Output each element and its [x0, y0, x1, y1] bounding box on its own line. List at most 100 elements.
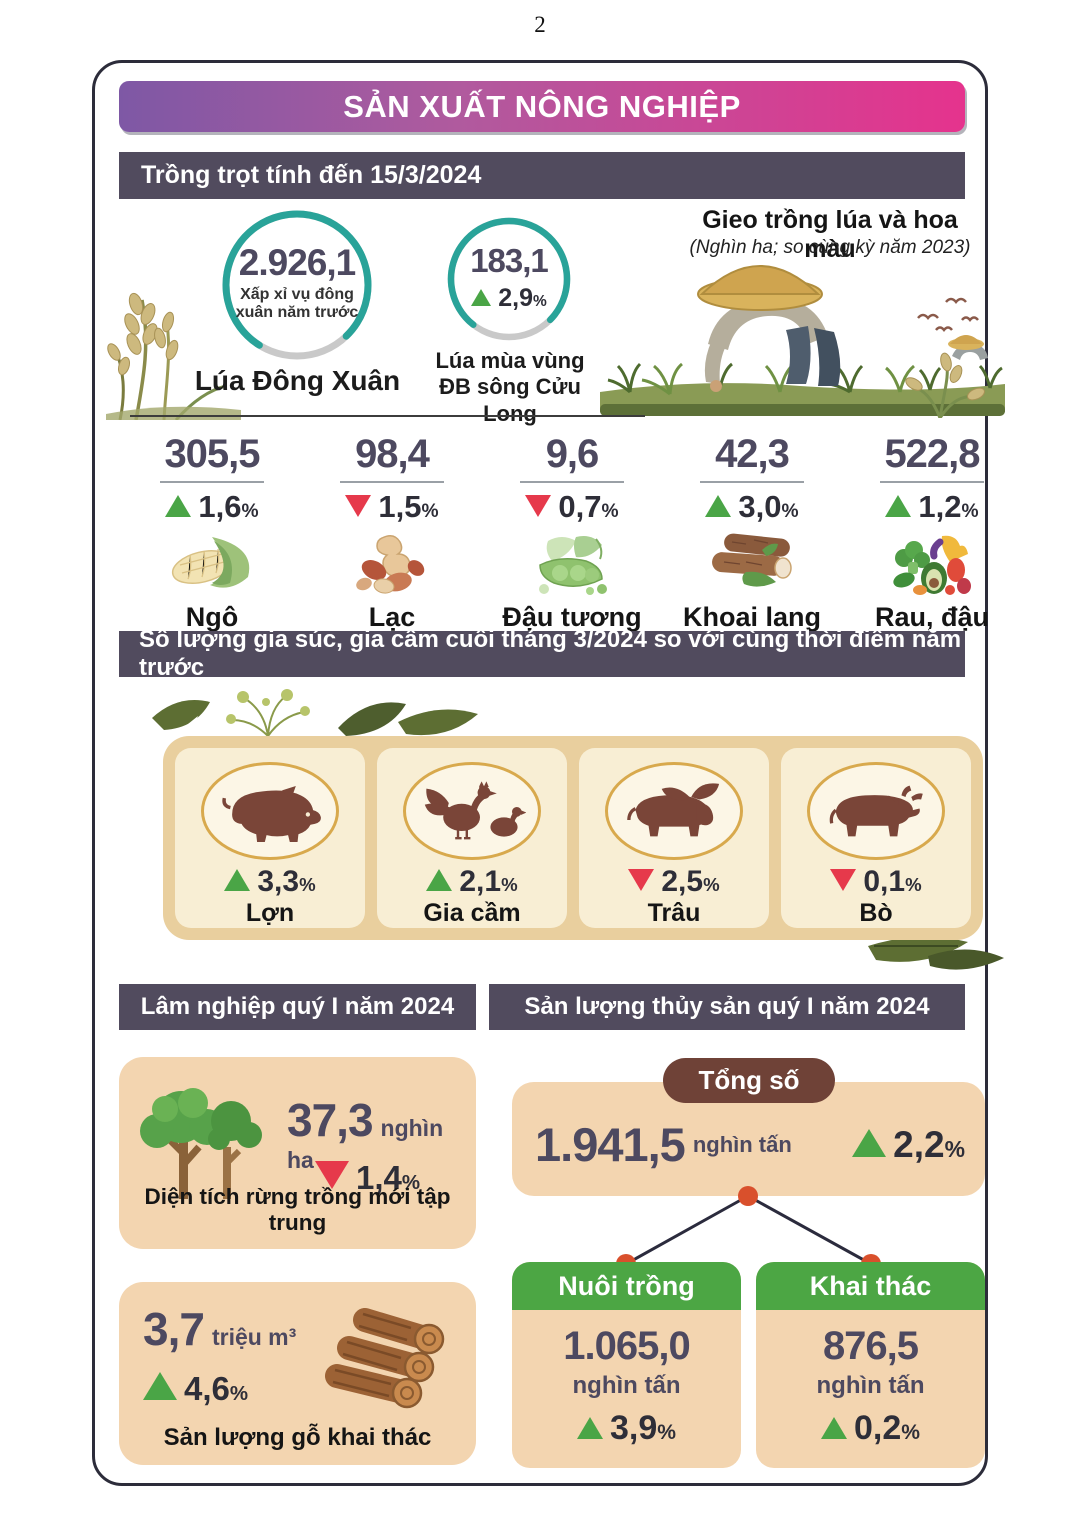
trend-icon [165, 495, 192, 517]
livestock-change: 2,5% [579, 866, 769, 898]
forestry-change: 4,6% [143, 1370, 248, 1408]
fishery-card-change: 3,9% [512, 1409, 741, 1448]
chart-title: Gieo trồng lúa và hoa màu [702, 206, 958, 263]
crop-change: 1,5% [302, 490, 482, 524]
peanut-icon [356, 535, 425, 594]
connector-lines [616, 1186, 881, 1272]
fishery-card-nuoi-trong: Nuôi trồng 1.065,0 nghìn tấn 3,9% [512, 1262, 741, 1468]
livestock-card-trau: 2,5% Trâu [579, 748, 769, 928]
livestock-change: 2,1% [377, 866, 567, 898]
trend-icon [315, 1161, 349, 1189]
crop-value: 9,6 [545, 432, 600, 476]
rice-stat-mua-cuu-long: 183,1 2,9% [446, 216, 572, 342]
rice-label: Lúa mùa vùng ĐB sông Cửu Long [435, 348, 585, 426]
fishery-card-value: 876,5 [822, 1324, 919, 1368]
trend-icon [576, 1417, 603, 1439]
trend-icon [705, 495, 732, 517]
rice-value: 2.926,1 [238, 242, 356, 283]
livestock-name: Gia cầm [423, 899, 521, 927]
animal-badge [201, 762, 339, 860]
fishery-card-title: Khai thác [756, 1262, 985, 1310]
logs-icon [325, 1308, 445, 1409]
pig-icon [222, 786, 321, 842]
divider [880, 481, 984, 483]
trend-icon [471, 289, 492, 306]
corn-icon [171, 537, 250, 588]
crop-change: 1,2% [842, 490, 1022, 524]
trend-icon [345, 495, 372, 517]
fishery-total-pill: Tổng số [663, 1058, 835, 1103]
crop-name: Đậu tương [502, 602, 642, 632]
rice-note: Xấp xỉ vụ đông xuân năm trước [235, 286, 359, 322]
sweet-potato-icon [712, 533, 792, 587]
fishery-card-khai-thac: Khai thác 876,5 nghìn tấn 0,2% [756, 1262, 985, 1468]
trend-icon [426, 869, 453, 891]
crop-value: 98,4 [355, 432, 430, 476]
livestock-card-gia-cam: 2,1% Gia cầm [377, 748, 567, 928]
rice-plant-illustration [905, 352, 985, 418]
crop-stat-dau-tuong: 9,6 0,7% Đậu tương [482, 434, 662, 633]
crop-stat-ngo: 305,5 1,6% Ngô [122, 434, 302, 633]
rice-stat-dong-xuan: 2.926,1 Xấp xỉ vụ đông xuân năm trước [220, 208, 374, 362]
divider [160, 481, 264, 483]
buffalo-icon [627, 783, 720, 837]
animal-badge [403, 762, 541, 860]
poultry-icon [424, 781, 526, 840]
crop-value: 305,5 [164, 432, 260, 476]
forestry-value-row: 3,7 triệu m³ [143, 1302, 296, 1356]
soybean-icon [539, 536, 607, 595]
vegetables-icon [893, 535, 971, 595]
forestry-label: Diện tích rừng trồng mới tập trung [144, 1184, 451, 1235]
livestock-card-lon: 3,3% Lợn [175, 748, 365, 928]
crop-stat-khoai-lang: 42,3 3,0% Khoai lang [662, 434, 842, 633]
forestry-value: 37,3 [287, 1094, 374, 1146]
chart-subtitle: (Nghìn ha; so cùng kỳ năm 2023) [689, 237, 971, 258]
livestock-change: 0,1% [781, 866, 971, 898]
progress-ring-icon [447, 217, 571, 341]
forestry-card-rung-trong: 37,3 nghìn ha 1,4% Diện tích rừng trồng m… [119, 1057, 476, 1249]
livestock-card-bo: 0,1% Bò [781, 748, 971, 928]
trend-icon [143, 1372, 177, 1400]
section-header-planting: Trồng trọt tính đến 15/3/2024 [119, 152, 965, 199]
cow-icon [829, 785, 923, 837]
forestry-value-row: 37,3 nghìn ha [287, 1093, 476, 1174]
fishery-total-value: 1.941,5 [535, 1118, 686, 1171]
livestock-change: 3,3% [175, 866, 365, 898]
crop-name: Lạc [368, 602, 416, 632]
livestock-panel: 3,3% Lợn [163, 736, 983, 940]
livestock-name: Bò [859, 899, 893, 927]
crop-name: Ngô [185, 602, 239, 632]
crop-stat-lac: 98,4 1,5% Lạc [302, 434, 482, 633]
fishery-card-unit: nghìn tấn [816, 1372, 925, 1399]
fishery-card-title: Nuôi trồng [512, 1262, 741, 1310]
crop-value: 42,3 [715, 432, 790, 476]
fishery-card-unit: nghìn tấn [572, 1372, 681, 1399]
fishery-card-change: 0,2% [756, 1409, 985, 1448]
section-header-livestock: Số lượng gia súc, gia cầm cuối tháng 3/2… [119, 626, 965, 681]
leaf-decoration [868, 936, 1004, 970]
trend-icon [852, 1128, 887, 1157]
page-frame [92, 60, 988, 1486]
trend-icon [885, 495, 912, 517]
divider [340, 481, 444, 483]
progress-ring-icon [222, 210, 372, 360]
divider [130, 415, 645, 417]
fishery-total-row: 1.941,5 nghìn tấn 2,2% [535, 1117, 965, 1172]
forestry-card-go: 3,7 triệu m³ 4,6% Sản lượng gỗ khai thác [119, 1282, 476, 1465]
trend-icon [224, 869, 251, 891]
page-title: SẢN XUẤT NÔNG NGHIỆP [119, 81, 965, 132]
trend-icon [830, 869, 857, 891]
section-header-fishery: Sản lượng thủy sản quý I năm 2024 [489, 984, 965, 1030]
trend-icon [525, 495, 552, 517]
divider [520, 481, 624, 483]
crop-name: Rau, đậu [874, 602, 989, 632]
fishery-total-unit: nghìn tấn [692, 1131, 792, 1157]
rice-change: 2,9% [446, 284, 572, 313]
forestry-label: Sản lượng gỗ khai thác [163, 1424, 432, 1451]
crop-value: 522,8 [884, 432, 980, 476]
farmer-field-illustration [600, 265, 1005, 416]
crop-change: 3,0% [662, 490, 842, 524]
animal-badge [605, 762, 743, 860]
livestock-name: Lợn [245, 899, 295, 927]
